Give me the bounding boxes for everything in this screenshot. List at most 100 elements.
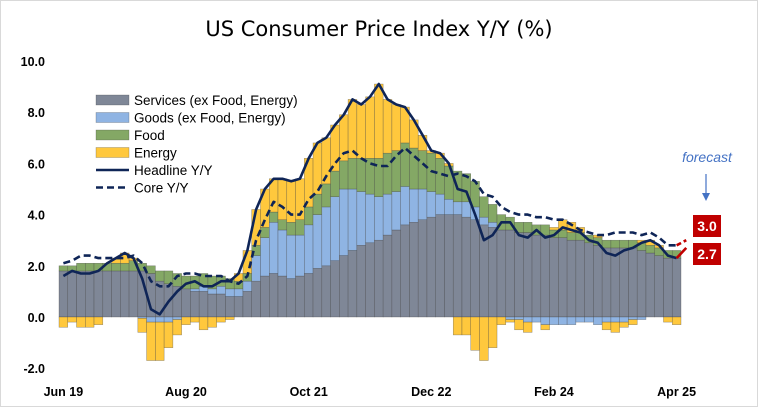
bar-services [628, 247, 638, 318]
bar-food [417, 150, 428, 190]
headline-line [62, 82, 677, 316]
x-axis: Jun 19 Aug 20 Oct 21 Dec 22 Feb 24 Apr 25 [44, 385, 697, 399]
bar-food [409, 147, 419, 190]
bar-energy [374, 83, 384, 159]
bar-goods [426, 191, 436, 218]
bar-services [233, 296, 244, 318]
bar-goods [409, 188, 419, 223]
bar-goods [601, 316, 612, 323]
bar-goods [277, 229, 288, 277]
bar-services [566, 239, 577, 318]
bar-goods [286, 234, 296, 279]
bar-services [374, 239, 384, 318]
bar-goods [251, 255, 261, 282]
bar-services [409, 222, 419, 318]
bar-goods [207, 288, 217, 295]
x-tick-label: Apr 25 [657, 385, 696, 399]
bar-energy [163, 321, 174, 348]
forecast-arrowhead-icon [702, 193, 710, 201]
forecast-annotation: forecast 3.0 2.7 [682, 149, 733, 265]
bar-services [111, 270, 121, 318]
bar-energy [155, 321, 165, 361]
y-tick-label: 6.0 [28, 157, 45, 171]
bar-goods [190, 288, 200, 292]
bar-goods [172, 316, 182, 320]
bar-services [444, 214, 454, 318]
bar-energy [514, 319, 524, 331]
bar-services [277, 275, 288, 318]
bar-services [269, 273, 279, 318]
bar-goods [304, 224, 314, 274]
bar-services [190, 291, 200, 318]
bar-services [347, 250, 358, 318]
bar-services [251, 280, 261, 318]
bar-food [286, 222, 296, 236]
bar-food [120, 262, 130, 272]
bar-services [540, 234, 550, 318]
bar-energy [382, 99, 393, 154]
bar-goods [155, 316, 165, 323]
bar-food [321, 183, 331, 208]
bar-goods [610, 316, 620, 323]
bar-goods [391, 191, 401, 231]
bar-goods [488, 222, 498, 228]
bar-energy [470, 316, 480, 351]
bar-food [304, 206, 314, 226]
bar-services [488, 227, 498, 318]
legend-label: Headline Y/Y [134, 163, 213, 178]
bar-services [286, 278, 296, 318]
bar-services [619, 247, 629, 318]
bar-energy [146, 321, 156, 361]
bar-goods [593, 316, 603, 325]
bar-services [496, 229, 507, 318]
bar-goods [531, 316, 542, 323]
bar-services [610, 247, 620, 318]
forecast-label: forecast [682, 149, 733, 165]
bar-food [260, 227, 270, 238]
bar-energy [207, 316, 217, 328]
bar-services [514, 232, 524, 318]
bar-goods [312, 214, 323, 269]
bar-energy [619, 321, 629, 328]
bar-services [654, 255, 664, 318]
bar-energy [496, 316, 507, 325]
bar-goods [549, 316, 559, 325]
bar-food [269, 211, 279, 223]
bar-services [435, 214, 445, 318]
bar-food [382, 152, 393, 195]
bar-energy [198, 316, 209, 331]
bar-services [312, 268, 323, 318]
bar-goods [242, 280, 252, 292]
bar-goods [523, 316, 533, 323]
bar-energy [58, 316, 69, 328]
bar-services [461, 216, 471, 318]
bar-food [347, 158, 358, 190]
bar-food [479, 196, 489, 218]
x-tick-label: Dec 22 [411, 385, 451, 399]
bar-energy [137, 318, 147, 333]
bar-energy [479, 316, 489, 361]
bar-food [356, 158, 366, 192]
bar-energy [540, 324, 550, 331]
bar-food [163, 270, 174, 284]
bar-services [339, 255, 349, 318]
bar-goods [514, 316, 524, 320]
legend-label: Food [134, 128, 165, 143]
bar-services [531, 234, 542, 318]
bar-services [382, 234, 393, 318]
bar-energy [601, 321, 612, 331]
bar-goods [479, 216, 489, 226]
bar-food [488, 204, 498, 223]
bar-services [120, 270, 130, 318]
headline-forecast-value: 2.7 [697, 246, 717, 262]
bar-goods [584, 316, 594, 323]
bar-energy [365, 96, 375, 159]
bar-food [619, 239, 629, 249]
bar-energy [461, 316, 471, 336]
bar-energy [391, 104, 401, 151]
headline-forecast-line [675, 246, 688, 260]
bar-energy [452, 316, 463, 336]
bar-goods [321, 206, 331, 267]
bar-goods [575, 316, 585, 323]
